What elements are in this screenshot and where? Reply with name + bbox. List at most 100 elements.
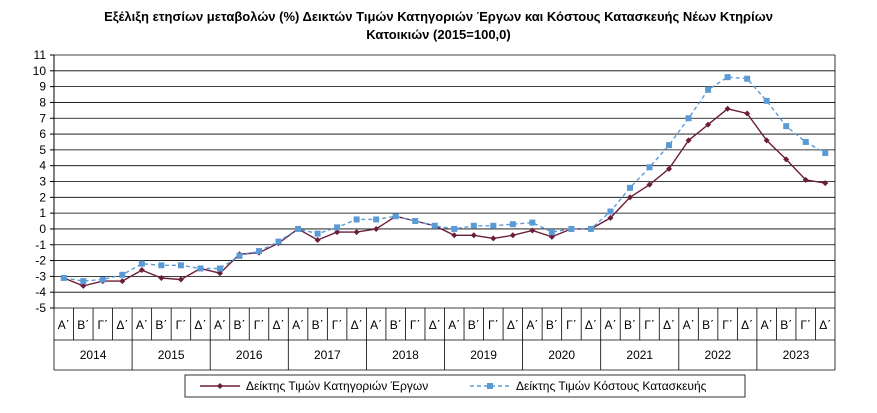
x-tick-label: Γ΄: [566, 318, 577, 332]
data-point-series-2: [509, 221, 516, 228]
y-tick-label: -5: [35, 301, 46, 315]
x-year-label: 2021: [626, 348, 653, 362]
y-tick-label: 11: [34, 48, 47, 62]
data-point-series-1: [119, 278, 126, 285]
x-year-label: 2017: [314, 348, 341, 362]
x-tick-label: Γ΄: [98, 318, 109, 332]
legend-label-series-1: Δείκτης Τιμών Κατηγοριών Έργων: [246, 379, 428, 393]
x-tick-label: Α΄: [58, 318, 70, 332]
data-point-series-2: [80, 278, 87, 285]
x-tick-label: Β΄: [312, 318, 324, 332]
data-point-series-1: [666, 165, 673, 172]
x-tick-label: Α΄: [292, 318, 304, 332]
data-point-series-2: [705, 86, 712, 93]
x-tick-label: Α΄: [683, 318, 695, 332]
data-point-series-1: [177, 276, 184, 283]
data-point-series-1: [724, 105, 731, 112]
x-tick-label: Γ΄: [332, 318, 343, 332]
data-point-series-2: [392, 213, 399, 220]
data-point-series-1: [470, 232, 477, 239]
data-point-series-2: [275, 238, 282, 245]
x-year-label: 2018: [392, 348, 419, 362]
data-point-series-1: [705, 121, 712, 128]
x-tick-label: Α΄: [604, 318, 616, 332]
x-tick-label: Δ΄: [194, 318, 206, 332]
x-tick-label: Β΄: [390, 318, 402, 332]
x-tick-label: Δ΄: [351, 318, 363, 332]
x-tick-label: Β΄: [233, 318, 245, 332]
data-point-series-2: [334, 224, 341, 231]
y-tick-label: 5: [39, 143, 46, 157]
data-point-series-2: [99, 276, 106, 283]
x-tick-label: Β΄: [468, 318, 480, 332]
y-tick-label: 7: [39, 111, 46, 125]
x-tick-label: Β΄: [780, 318, 792, 332]
x-tick-label: Γ΄: [800, 318, 811, 332]
data-point-series-2: [607, 208, 614, 215]
y-tick-label: 4: [39, 159, 46, 173]
data-point-series-1: [216, 270, 223, 277]
x-tick-label: Δ΄: [741, 318, 753, 332]
data-point-series-1: [822, 180, 829, 187]
data-point-series-2: [295, 225, 302, 232]
x-tick-label: Α΄: [370, 318, 382, 332]
data-point-series-1: [529, 227, 536, 234]
data-point-series-2: [158, 262, 165, 269]
data-point-series-1: [353, 229, 360, 236]
chart-title-line-1: Εξέλιξη ετησίων μεταβολών (%) Δεικτών Τι…: [104, 9, 773, 24]
y-tick-label: 3: [39, 175, 46, 189]
x-tick-label: Β΄: [77, 318, 89, 332]
data-point-series-2: [216, 265, 223, 272]
data-point-series-1: [607, 214, 614, 221]
data-point-series-1: [314, 237, 321, 244]
data-point-series-1: [490, 235, 497, 242]
x-year-label: 2020: [548, 348, 575, 362]
x-tick-label: Β΄: [546, 318, 558, 332]
data-point-series-2: [490, 222, 497, 229]
x-tick-label: Γ΄: [410, 318, 421, 332]
chart-title-line-2: Κατοικιών (2015=100,0): [366, 27, 511, 42]
data-point-series-2: [802, 138, 809, 145]
data-point-series-2: [431, 222, 438, 229]
data-point-series-2: [197, 265, 204, 272]
data-point-series-1: [646, 181, 653, 188]
x-tick-label: Δ΄: [273, 318, 285, 332]
data-point-series-1: [626, 194, 633, 201]
x-tick-label: Δ΄: [429, 318, 441, 332]
x-tick-label: Α΄: [448, 318, 460, 332]
y-tick-label: -1: [35, 238, 46, 252]
x-tick-label: Δ΄: [585, 318, 597, 332]
x-year-label: 2023: [783, 348, 810, 362]
x-tick-label: Δ΄: [819, 318, 831, 332]
data-point-series-1: [451, 232, 458, 239]
data-point-series-2: [470, 222, 477, 229]
x-tick-label: Β΄: [702, 318, 714, 332]
data-point-series-1: [334, 229, 341, 236]
data-point-series-1: [509, 232, 516, 239]
x-tick-label: Β΄: [624, 318, 636, 332]
legend-box: [184, 374, 746, 398]
x-year-label: 2014: [80, 348, 107, 362]
data-point-series-2: [353, 216, 360, 223]
series-line-2: [63, 76, 826, 282]
x-tick-label: Β΄: [155, 318, 167, 332]
y-tick-label: -4: [35, 285, 46, 299]
y-tick-label: 6: [39, 127, 46, 141]
legend-marker-series-2: [487, 383, 493, 389]
x-tick-label: Α΄: [526, 318, 538, 332]
data-point-series-2: [568, 225, 575, 232]
data-point-series-2: [626, 184, 633, 191]
data-point-series-2: [451, 225, 458, 232]
data-point-series-1: [548, 233, 555, 240]
data-point-series-1: [80, 282, 87, 289]
data-point-series-2: [724, 74, 731, 81]
y-tick-label: 9: [39, 80, 46, 94]
data-point-series-2: [138, 260, 145, 267]
x-tick-label: Γ΄: [488, 318, 499, 332]
data-point-series-2: [256, 248, 263, 255]
data-point-series-2: [60, 274, 67, 281]
data-point-series-2: [412, 218, 419, 225]
data-point-series-1: [158, 274, 165, 281]
